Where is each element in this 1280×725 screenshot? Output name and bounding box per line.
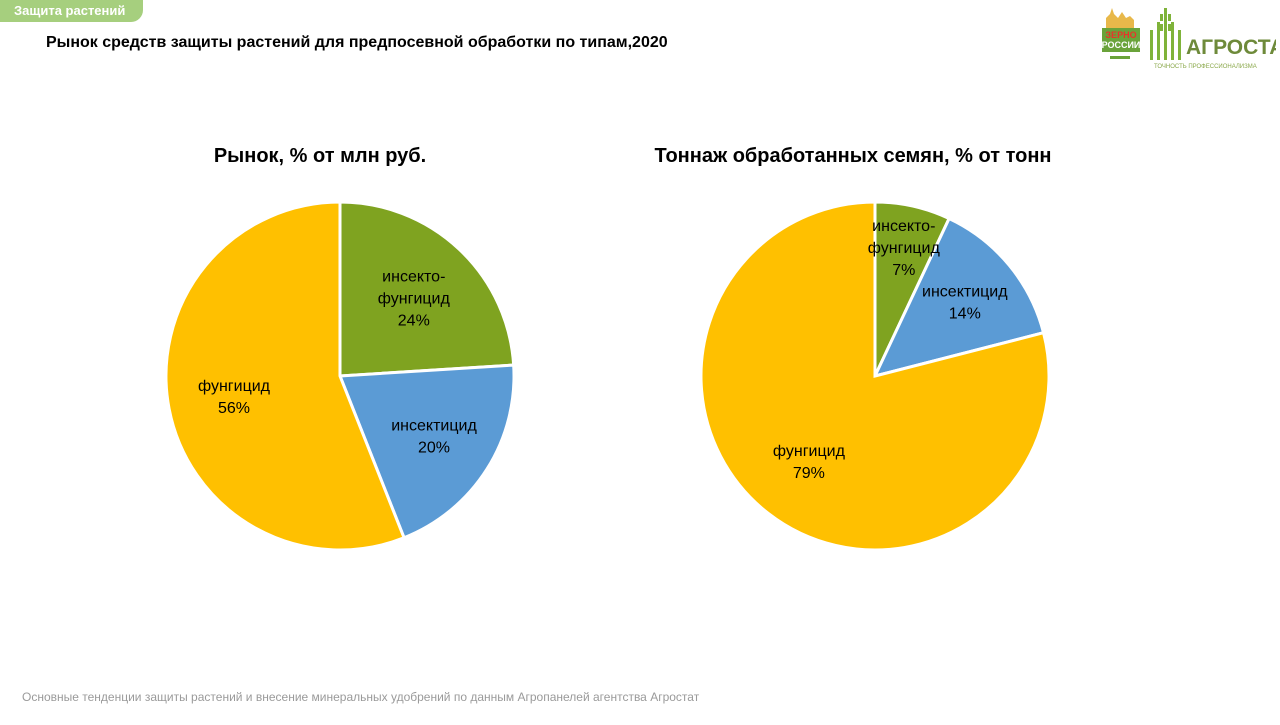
slice-label: фунгицид 56% — [198, 378, 271, 417]
slice-name-label: инсектицид — [391, 418, 477, 435]
pie-slice — [338, 200, 516, 378]
wheat-icon — [1150, 8, 1181, 60]
pie-slice — [872, 216, 1046, 379]
slice-value-label: 20% — [418, 440, 450, 457]
slice-name-label: фунгицид — [378, 290, 451, 307]
section-tag: Защита растений — [0, 0, 144, 22]
pie-chart-1: Рынок, % от млн руб.инсекто-фунгицид 24%и… — [164, 145, 516, 552]
page-title: Рынок средств защиты растений для предпо… — [46, 34, 668, 51]
zerno-banner — [1102, 28, 1140, 52]
slice-value-label: 79% — [793, 465, 825, 482]
slice-name-label: инсектицид — [922, 284, 1008, 301]
slice-label: инсекто-фунгицид 7% — [868, 218, 941, 279]
agrostat-tagline: ТОЧНОСТЬ ПРОФЕССИОНАЛИЗМА — [1154, 64, 1257, 70]
agrostat-name: АГРОСТАТ — [1186, 36, 1276, 59]
kremlin-icon — [1106, 8, 1134, 28]
slice-name-label: фунгицид — [198, 378, 271, 395]
logo-block: ЗЕРНО РОССИИ АГРОСТАТ ТОЧНОСТЬ ПРОФЕССИО… — [1102, 8, 1276, 70]
slice-label: инсектицид 14% — [922, 284, 1008, 323]
slice-name-label: фунгицид — [773, 443, 846, 460]
slice-name-label: фунгицид — [868, 240, 941, 257]
chart-title: Рынок, % от млн руб. — [214, 145, 426, 167]
slice-value-label: 14% — [949, 306, 981, 323]
pie-slice — [337, 363, 516, 540]
pie-slice — [699, 200, 1051, 552]
footer-caption: Основные тенденции защиты растений и вне… — [22, 690, 700, 704]
agrostat-logo: АГРОСТАТ ТОЧНОСТЬ ПРОФЕССИОНАЛИЗМА — [1150, 8, 1276, 70]
slice-label: фунгицид 79% — [773, 443, 846, 482]
slice-label: инсекто-фунгицид 24% — [378, 268, 451, 329]
zerno-rossii-logo: ЗЕРНО РОССИИ — [1102, 8, 1141, 59]
slice-label: инсектицид 20% — [391, 418, 477, 457]
slice-value-label: 24% — [398, 312, 430, 329]
pie-slice — [164, 200, 406, 552]
zerno-underline — [1110, 56, 1130, 59]
zerno-text: ЗЕРНО — [1105, 30, 1136, 40]
slice-name-label: инсекто- — [382, 268, 445, 285]
slice-value-label: 56% — [218, 400, 250, 417]
slice-name-label: инсекто- — [872, 218, 935, 235]
pie-chart-2: Тоннаж обработанных семян, % от тонн инсе… — [655, 145, 1052, 552]
slice-value-label: 7% — [892, 262, 915, 279]
chart-title: Тоннаж обработанных семян, % от тонн — [655, 145, 1052, 167]
rossii-text: РОССИИ — [1102, 40, 1141, 50]
